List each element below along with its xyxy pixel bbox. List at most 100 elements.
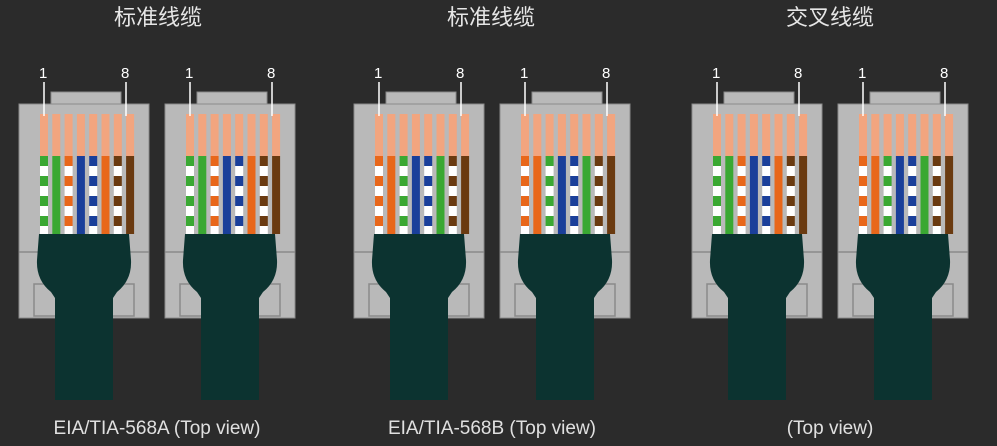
wire-white-brown <box>113 156 122 234</box>
cable-boot <box>371 234 467 400</box>
wire-brown <box>126 156 135 234</box>
contact-pin-8 <box>461 114 470 156</box>
contact-pin-3 <box>64 114 73 156</box>
contact-pin-2 <box>725 114 734 156</box>
wire-brown <box>945 156 954 234</box>
cable-boot <box>709 234 805 400</box>
contact-pin-8 <box>607 114 616 156</box>
wire-orange <box>774 156 783 234</box>
contact-pin-7 <box>594 114 603 156</box>
wire-white-orange <box>210 156 219 234</box>
wire-white-orange <box>737 156 746 234</box>
wire-white-blue <box>424 156 433 234</box>
wire-blue <box>557 156 566 234</box>
contact-pin-3 <box>210 114 219 156</box>
contact-pin-5 <box>762 114 771 156</box>
contact-pin-6 <box>247 114 256 156</box>
contact-pin-7 <box>932 114 941 156</box>
wire-white-green <box>186 156 194 234</box>
contact-pin-5 <box>235 114 244 156</box>
wire-white-brown <box>448 156 457 234</box>
wire-white-blue <box>570 156 579 234</box>
contact-pin-4 <box>557 114 566 156</box>
contact-pin-1 <box>859 114 867 156</box>
contact-pin-4 <box>76 114 85 156</box>
contact-pin-3 <box>883 114 892 156</box>
contact-pin-1 <box>186 114 194 156</box>
caption-crossover: (Top view) <box>786 418 874 439</box>
contact-pin-6 <box>582 114 591 156</box>
wire-white-green <box>40 156 48 234</box>
contact-pin-4 <box>895 114 904 156</box>
contact-pin-1 <box>521 114 529 156</box>
contact-pin-2 <box>871 114 880 156</box>
group-title-crossover: 交叉线缆 <box>785 6 874 31</box>
contact-pin-1 <box>375 114 383 156</box>
wire-white-green <box>399 156 408 234</box>
latch-tab <box>723 91 795 105</box>
contact-pin-7 <box>113 114 122 156</box>
wire-brown <box>272 156 281 234</box>
wire-brown <box>461 156 470 234</box>
pin-number-last: 8 <box>121 65 129 82</box>
wire-white-orange <box>64 156 73 234</box>
contact-pin-2 <box>387 114 396 156</box>
pin-number-first: 1 <box>374 65 382 82</box>
contact-pin-4 <box>222 114 231 156</box>
wire-green <box>582 156 591 234</box>
cable-boot <box>517 234 613 400</box>
wire-orange <box>871 156 880 234</box>
wire-green <box>198 156 207 234</box>
wire-green <box>436 156 445 234</box>
wire-orange <box>387 156 396 234</box>
contact-pin-7 <box>259 114 268 156</box>
group-title-standard-a: 标准线缆 <box>113 6 202 31</box>
contact-pin-5 <box>424 114 433 156</box>
contact-pin-1 <box>40 114 48 156</box>
wire-green <box>920 156 929 234</box>
pin-number-last: 8 <box>602 65 610 82</box>
contact-pin-6 <box>101 114 110 156</box>
wire-green <box>52 156 61 234</box>
contact-pin-4 <box>411 114 420 156</box>
cable-boot <box>855 234 951 400</box>
cable-boot <box>182 234 278 400</box>
contact-pin-8 <box>945 114 954 156</box>
pin-number-last: 8 <box>267 65 275 82</box>
wire-white-green <box>545 156 554 234</box>
contact-pin-6 <box>774 114 783 156</box>
contact-pin-3 <box>545 114 554 156</box>
wire-white-orange <box>521 156 529 234</box>
wire-orange <box>533 156 542 234</box>
pin-number-first: 1 <box>712 65 720 82</box>
wire-green <box>725 156 734 234</box>
latch-tab <box>196 91 268 105</box>
contact-pin-6 <box>436 114 445 156</box>
contact-pin-3 <box>399 114 408 156</box>
wire-blue <box>411 156 420 234</box>
contact-pin-7 <box>786 114 795 156</box>
latch-tab <box>531 91 603 105</box>
pin-number-last: 8 <box>940 65 948 82</box>
wire-blue <box>749 156 758 234</box>
latch-tab <box>869 91 941 105</box>
contact-pin-4 <box>749 114 758 156</box>
wire-white-green <box>713 156 721 234</box>
pin-number-first: 1 <box>520 65 528 82</box>
wire-white-brown <box>932 156 941 234</box>
contact-pin-1 <box>713 114 721 156</box>
wire-white-blue <box>235 156 244 234</box>
pin-number-last: 8 <box>794 65 802 82</box>
wire-blue <box>222 156 231 234</box>
wire-white-blue <box>762 156 771 234</box>
group-title-standard-b: 标准线缆 <box>446 6 535 31</box>
